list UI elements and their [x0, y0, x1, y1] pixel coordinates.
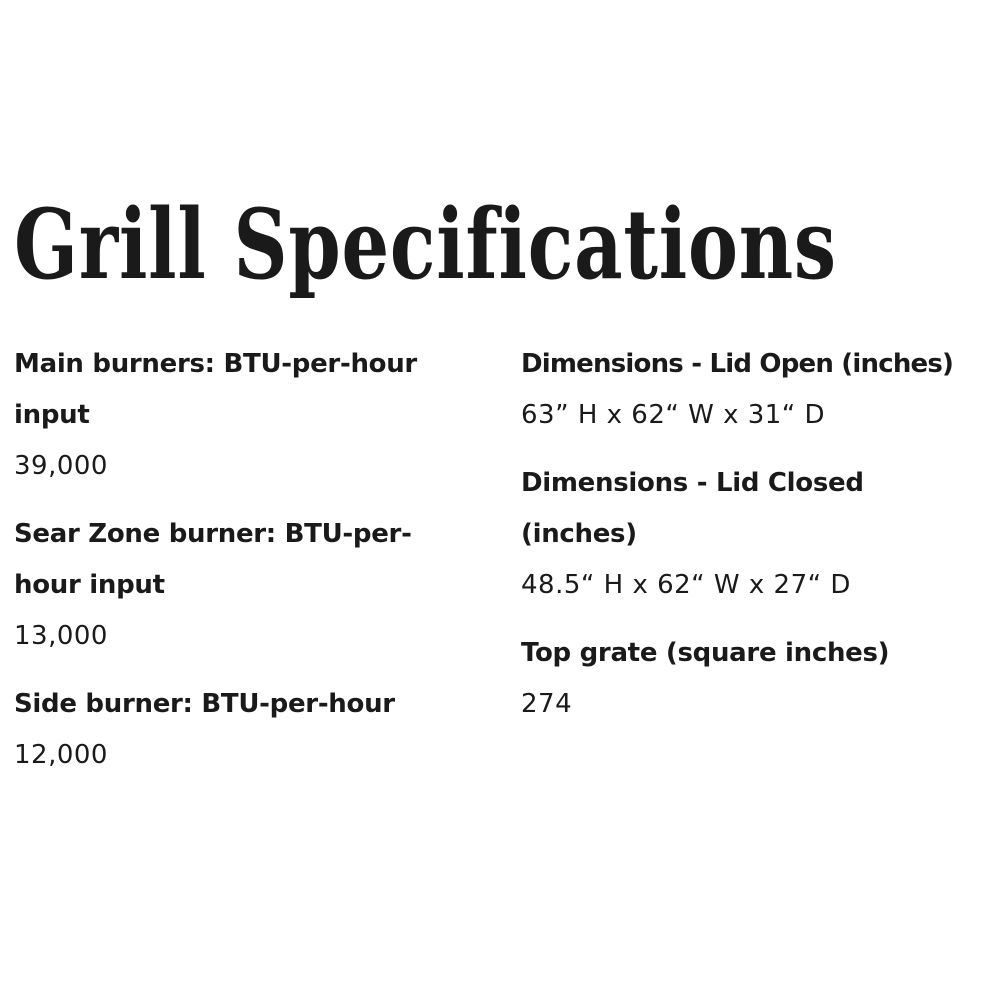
spec-value: 13,000 — [14, 621, 108, 651]
spec-sear-zone-burner: Sear Zone burner: BTU-per-hour input 13,… — [14, 509, 454, 662]
spec-label: Dimensions - Lid Open (inches) — [521, 349, 954, 379]
spec-label: Dimensions - Lid Closed (inches) — [521, 468, 864, 549]
spec-label: Top grate (square inches) — [521, 638, 890, 668]
spec-value: 274 — [521, 689, 573, 719]
spec-dimensions-lid-open: Dimensions - Lid Open (inches) 63” H x 6… — [521, 339, 991, 441]
spec-top-grate: Top grate (square inches) 274 — [521, 628, 991, 730]
spec-label: Side burner: BTU-per-hour — [14, 689, 395, 719]
spec-column-left: Main burners: BTU-per-hour input 39,000 … — [14, 339, 454, 798]
spec-value: 12,000 — [14, 740, 108, 770]
spec-value: 39,000 — [14, 451, 108, 481]
spec-value: 48.5“ H x 62“ W x 27“ D — [521, 570, 851, 600]
spec-side-burner: Side burner: BTU-per-hour 12,000 — [14, 679, 454, 781]
spec-label: Main burners: BTU-per-hour input — [14, 349, 417, 430]
spec-label: Sear Zone burner: BTU-per-hour input — [14, 519, 412, 600]
spec-main-burners: Main burners: BTU-per-hour input 39,000 — [14, 339, 454, 492]
page-title: Grill Specifications — [14, 188, 837, 301]
spec-dimensions-lid-closed: Dimensions - Lid Closed (inches) 48.5“ H… — [521, 458, 991, 611]
spec-column-right: Dimensions - Lid Open (inches) 63” H x 6… — [521, 339, 991, 747]
spec-value: 63” H x 62“ W x 31“ D — [521, 400, 826, 430]
